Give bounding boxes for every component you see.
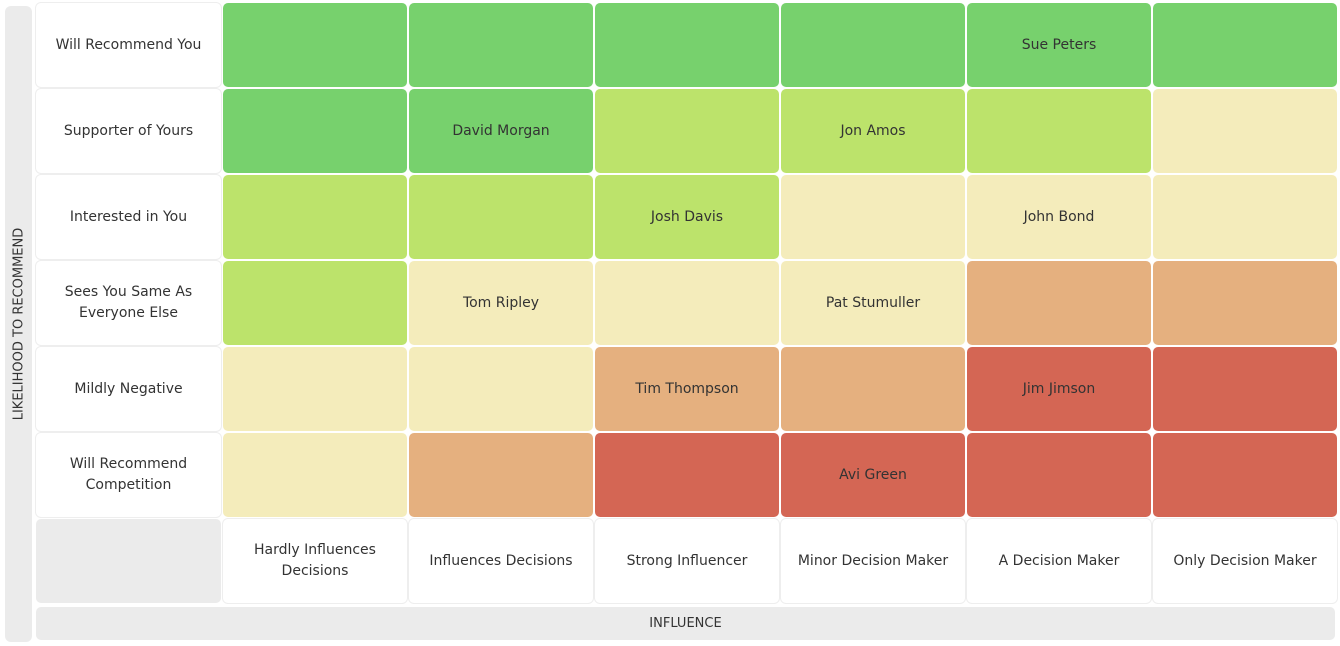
column-label: Influences Decisions xyxy=(409,519,593,603)
heatmap-cell xyxy=(223,3,407,87)
heatmap-cell xyxy=(223,261,407,345)
heatmap-cell xyxy=(1153,347,1337,431)
heatmap-cell: Tim Thompson xyxy=(595,347,779,431)
column-label: Hardly Influences Decisions xyxy=(223,519,407,603)
row-label: Sees You Same As Everyone Else xyxy=(36,261,221,345)
column-label: Only Decision Maker xyxy=(1153,519,1337,603)
heatmap-cell xyxy=(967,261,1151,345)
x-axis-label: INFLUENCE xyxy=(36,607,1335,640)
heatmap-cell xyxy=(1153,261,1337,345)
heatmap-cell xyxy=(1153,433,1337,517)
heatmap-cell xyxy=(967,89,1151,173)
y-axis-label-text: LIKELIHOOD TO RECOMMEND xyxy=(11,227,26,421)
heatmap-cell: Avi Green xyxy=(781,433,965,517)
row-label: Will Recommend You xyxy=(36,3,221,87)
heatmap-cell: Josh Davis xyxy=(595,175,779,259)
heatmap-cell xyxy=(1153,175,1337,259)
heatmap-cell xyxy=(1153,89,1337,173)
heatmap-cell xyxy=(967,433,1151,517)
heatmap-grid: Will Recommend You Sue Peters Supporter of… xyxy=(36,3,1337,603)
column-label: Strong Influencer xyxy=(595,519,779,603)
heatmap-cell xyxy=(781,3,965,87)
heatmap-cell xyxy=(409,3,593,87)
row-label: Mildly Negative xyxy=(36,347,221,431)
heatmap-cell xyxy=(595,3,779,87)
heatmap-cell xyxy=(223,89,407,173)
heatmap-cell xyxy=(223,347,407,431)
heatmap-cell xyxy=(223,175,407,259)
heatmap-cell xyxy=(409,347,593,431)
heatmap-cell: Tom Ripley xyxy=(409,261,593,345)
column-label: Minor Decision Maker xyxy=(781,519,965,603)
heatmap-cell xyxy=(781,347,965,431)
row-label: Supporter of Yours xyxy=(36,89,221,173)
heatmap-cell: Jim Jimson xyxy=(967,347,1151,431)
heatmap-cell xyxy=(595,89,779,173)
heatmap-cell xyxy=(223,433,407,517)
heatmap-cell xyxy=(409,433,593,517)
heatmap-cell xyxy=(781,175,965,259)
heatmap-cell xyxy=(595,433,779,517)
y-axis-label: LIKELIHOOD TO RECOMMEND xyxy=(5,6,32,642)
heatmap-cell xyxy=(1153,3,1337,87)
heatmap-cell: David Morgan xyxy=(409,89,593,173)
row-label: Will Recommend Competition xyxy=(36,433,221,517)
heatmap-cell: Sue Peters xyxy=(967,3,1151,87)
heatmap-cell: Pat Stumuller xyxy=(781,261,965,345)
heatmap-cell xyxy=(409,175,593,259)
column-label: A Decision Maker xyxy=(967,519,1151,603)
heatmap-cell: John Bond xyxy=(967,175,1151,259)
row-label: Interested in You xyxy=(36,175,221,259)
heatmap-cell: Jon Amos xyxy=(781,89,965,173)
heatmap-cell xyxy=(595,261,779,345)
corner-cell xyxy=(36,519,221,603)
